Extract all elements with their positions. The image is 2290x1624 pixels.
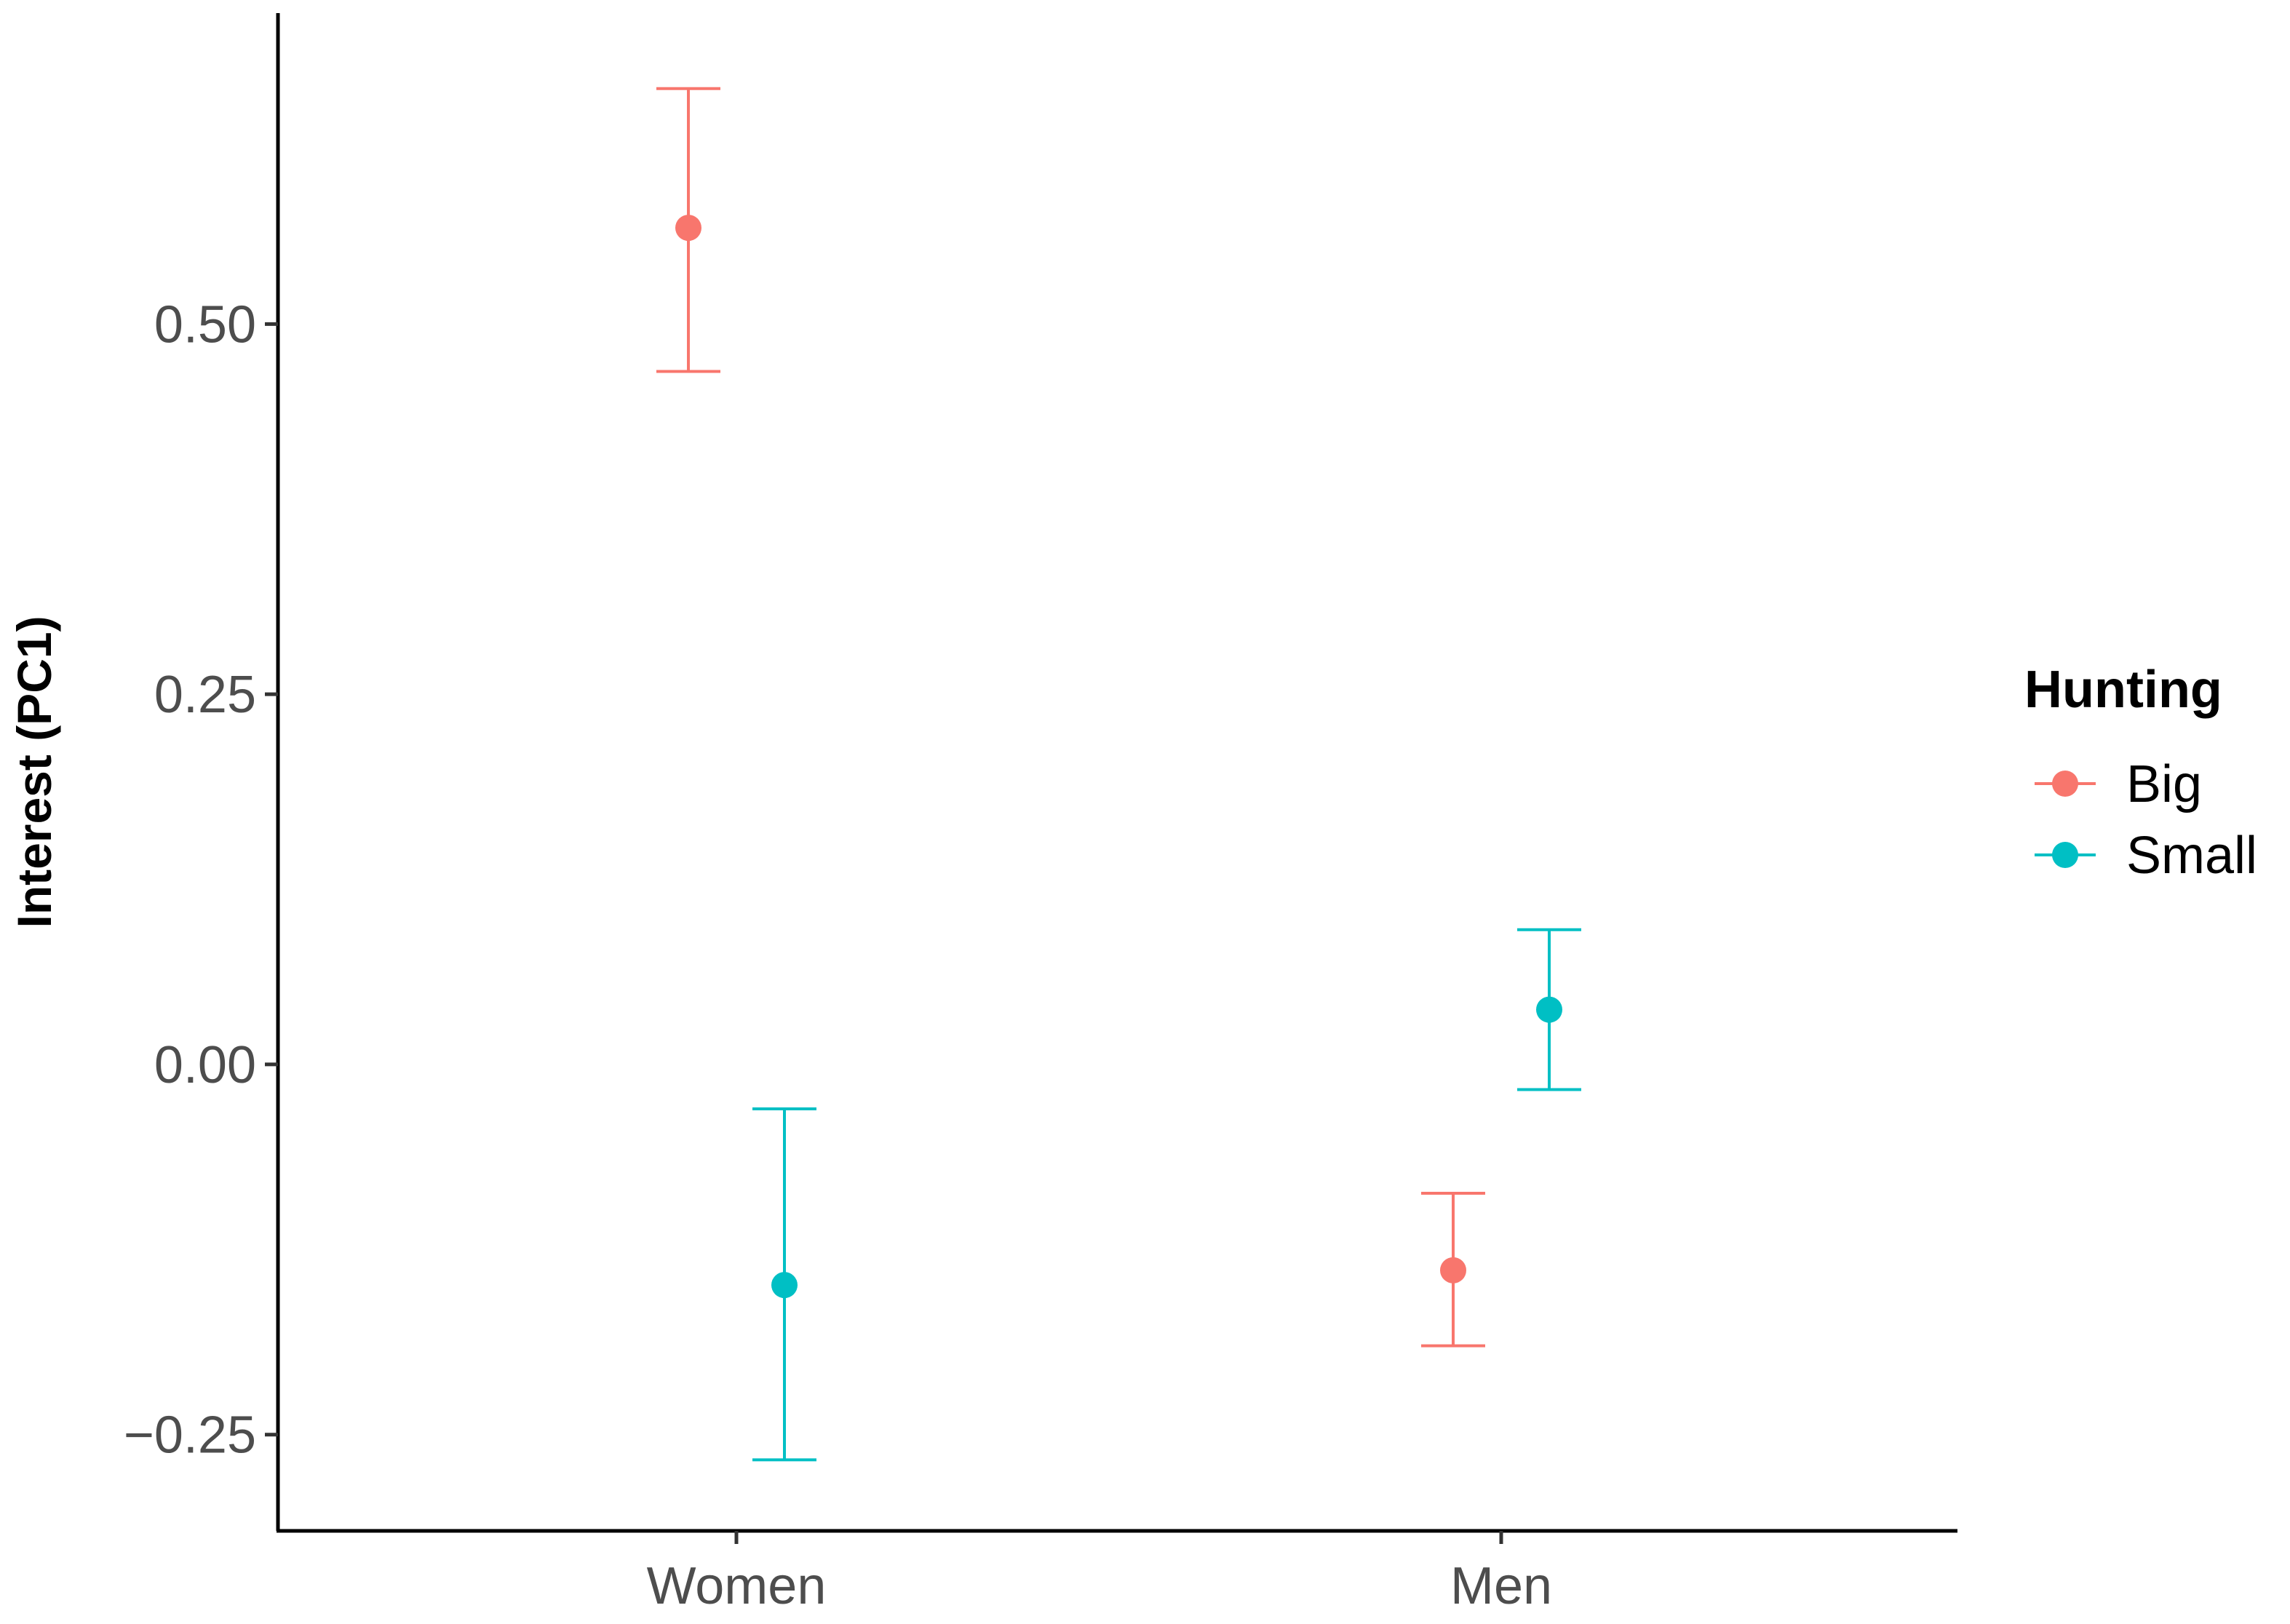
data-point [1536,996,1562,1023]
legend-key-point [2052,771,2078,797]
y-tick-label: −0.25 [124,1406,256,1465]
legend-label: Big [2126,755,2202,813]
legend-item-small: Small [2035,827,2257,885]
legend-key-point [2052,842,2078,868]
y-tick-label: 0.50 [154,295,256,354]
y-axis-title: Interest (PC1) [7,616,61,928]
series-layer [656,87,1581,1462]
y-tick-label: 0.00 [154,1036,256,1094]
errorbar-point-small-men [1517,928,1581,1091]
x-tick-label: Women [647,1557,827,1615]
data-point [1440,1257,1466,1283]
y-ticks: −0.25 0.00 0.25 0.50 [124,295,278,1465]
legend-item-big: Big [2035,755,2202,813]
plot-area: −0.25 0.00 0.25 0.50 Women Men [124,13,1957,1615]
errorbar-point-big-men [1421,1191,1485,1348]
x-ticks: Women Men [647,1531,1552,1615]
legend-title: Hunting [2024,661,2222,719]
legend-items: Big Small [2035,755,2257,885]
data-point [771,1272,798,1299]
errorbar-point-small-women [752,1107,816,1462]
y-tick-label: 0.25 [154,666,256,724]
data-point [675,215,701,242]
x-tick-label: Men [1450,1557,1552,1615]
legend: Hunting Big Small [2024,661,2257,885]
legend-label: Small [2126,827,2257,885]
errorbar-point-big-women [656,87,720,373]
